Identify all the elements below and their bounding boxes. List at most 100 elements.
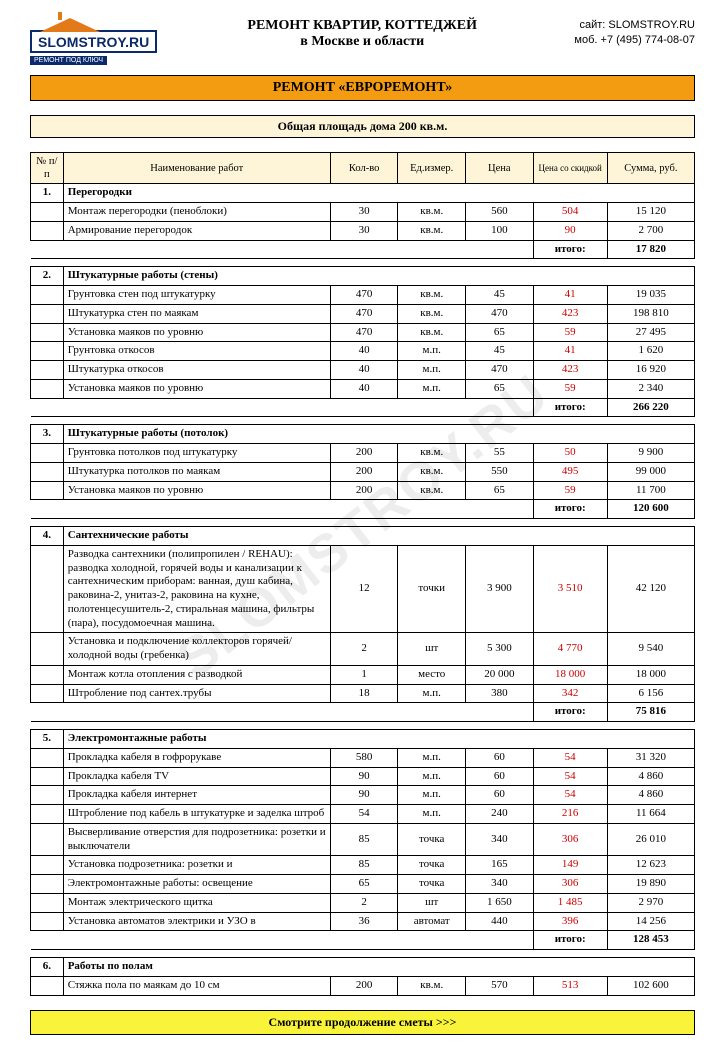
cell-qty: 40 — [330, 342, 398, 361]
table-row: Грунтовка стен под штукатурку470кв.м.454… — [31, 286, 695, 305]
table-row: Штукатурка откосов40м.п.47042316 920 — [31, 361, 695, 380]
cell-qty: 30 — [330, 221, 398, 240]
cell-qty: 200 — [330, 481, 398, 500]
subtotal-label: итого: — [533, 398, 607, 417]
table-row: Штробление под кабель в штукатурке и зад… — [31, 805, 695, 824]
cell-price: 340 — [466, 823, 534, 856]
table-row: Грунтовка потолков под штукатурку200кв.м… — [31, 444, 695, 463]
cell-name: Установка маяков по уровню — [63, 481, 330, 500]
section-header: 5.Электромонтажные работы — [31, 730, 695, 749]
col-unit: Ед.измер. — [398, 153, 466, 184]
cell-empty — [31, 203, 64, 222]
cell-disc: 396 — [533, 912, 607, 931]
cell-disc: 513 — [533, 976, 607, 995]
table-row: Штукатурка потолков по маякам200кв.м.550… — [31, 462, 695, 481]
cell-qty: 54 — [330, 805, 398, 824]
cell-disc: 59 — [533, 323, 607, 342]
cell-unit: шт — [398, 633, 466, 666]
cell-name: Монтаж котла отопления с разводкой — [63, 665, 330, 684]
table-header-row: № п/п Наименование работ Кол-во Ед.измер… — [31, 153, 695, 184]
estimate-table: № п/п Наименование работ Кол-во Ед.измер… — [30, 152, 695, 996]
footer-link[interactable]: Смотрите продолжение сметы >>> — [30, 1010, 695, 1035]
cell-unit: кв.м. — [398, 304, 466, 323]
cell-name: Установка и подключение коллекторов горя… — [63, 633, 330, 666]
cell-price: 20 000 — [466, 665, 534, 684]
cell-unit: точка — [398, 823, 466, 856]
cell-name: Установка маяков по уровню — [63, 323, 330, 342]
cell-name: Монтаж электрического щитка — [63, 893, 330, 912]
section-header: 2.Штукатурные работы (стены) — [31, 267, 695, 286]
cell-unit: м.п. — [398, 805, 466, 824]
cell-disc: 423 — [533, 304, 607, 323]
subtotal-value: 75 816 — [607, 703, 694, 722]
cell-sum: 1 620 — [607, 342, 694, 361]
cell-name: Прокладка кабеля TV — [63, 767, 330, 786]
cell-qty: 90 — [330, 786, 398, 805]
table-row: Штробление под сантех.трубы18м.п.3803426… — [31, 684, 695, 703]
header-title: РЕМОНТ КВАРТИР, КОТТЕДЖЕЙ в Москве и обл… — [150, 18, 574, 50]
subtotal-row: итого:128 453 — [31, 931, 695, 950]
cell-unit: кв.м. — [398, 976, 466, 995]
cell-name: Грунтовка стен под штукатурку — [63, 286, 330, 305]
section-num: 3. — [31, 425, 64, 444]
cell-empty — [31, 767, 64, 786]
cell-price: 60 — [466, 786, 534, 805]
section-header: 4.Сантехнические работы — [31, 527, 695, 546]
section-title: Сантехнические работы — [63, 527, 694, 546]
cell-sum: 18 000 — [607, 665, 694, 684]
cell-sum: 4 860 — [607, 767, 694, 786]
cell-disc: 59 — [533, 481, 607, 500]
cell-unit: шт — [398, 893, 466, 912]
section-num: 4. — [31, 527, 64, 546]
section-title: Штукатурные работы (потолок) — [63, 425, 694, 444]
cell-qty: 30 — [330, 203, 398, 222]
cell-unit: м.п. — [398, 361, 466, 380]
subtotal-label: итого: — [533, 703, 607, 722]
cell-disc: 342 — [533, 684, 607, 703]
subtotal-value: 17 820 — [607, 240, 694, 259]
cell-price: 570 — [466, 976, 534, 995]
subtotal-value: 266 220 — [607, 398, 694, 417]
table-row: Высверливание отверстия для подрозетника… — [31, 823, 695, 856]
cell-unit: м.п. — [398, 748, 466, 767]
col-qty: Кол-во — [330, 153, 398, 184]
cell-name: Установка подрозетника: розетки и — [63, 856, 330, 875]
cell-price: 340 — [466, 875, 534, 894]
cell-qty: 65 — [330, 875, 398, 894]
table-row: Стяжка пола по маякам до 10 см200кв.м.57… — [31, 976, 695, 995]
cell-unit: м.п. — [398, 786, 466, 805]
cell-disc: 18 000 — [533, 665, 607, 684]
cell-empty — [31, 286, 64, 305]
cell-qty: 2 — [330, 893, 398, 912]
cell-price: 560 — [466, 203, 534, 222]
cell-disc: 54 — [533, 786, 607, 805]
cell-sum: 14 256 — [607, 912, 694, 931]
cell-name: Штукатурка потолков по маякам — [63, 462, 330, 481]
table-row: Армирование перегородок30кв.м.100902 700 — [31, 221, 695, 240]
cell-qty: 12 — [330, 545, 398, 633]
section-header: 3.Штукатурные работы (потолок) — [31, 425, 695, 444]
cell-qty: 1 — [330, 665, 398, 684]
cell-unit: м.п. — [398, 379, 466, 398]
cell-price: 440 — [466, 912, 534, 931]
cell-unit: м.п. — [398, 684, 466, 703]
header-contact: сайт: SLOMSTROY.RU моб. +7 (495) 774-08-… — [574, 18, 695, 49]
cell-disc: 4 770 — [533, 633, 607, 666]
cell-price: 65 — [466, 481, 534, 500]
cell-name: Штукатурка стен по маякам — [63, 304, 330, 323]
site-value: SLOMSTROY.RU — [608, 19, 695, 31]
table-row: Прокладка кабеля в гофрорукаве580м.п.605… — [31, 748, 695, 767]
header-line1: РЕМОНТ КВАРТИР, КОТТЕДЖЕЙ — [150, 18, 574, 34]
cell-name: Армирование перегородок — [63, 221, 330, 240]
cell-name: Штробление под кабель в штукатурке и зад… — [63, 805, 330, 824]
col-name: Наименование работ — [63, 153, 330, 184]
cell-sum: 198 810 — [607, 304, 694, 323]
cell-sum: 6 156 — [607, 684, 694, 703]
section-num: 1. — [31, 184, 64, 203]
cell-sum: 27 495 — [607, 323, 694, 342]
cell-unit: точки — [398, 545, 466, 633]
cell-sum: 11 700 — [607, 481, 694, 500]
cell-empty — [31, 633, 64, 666]
table-row: Штукатурка стен по маякам470кв.м.4704231… — [31, 304, 695, 323]
phone-value: +7 (495) 774-08-07 — [601, 34, 695, 46]
